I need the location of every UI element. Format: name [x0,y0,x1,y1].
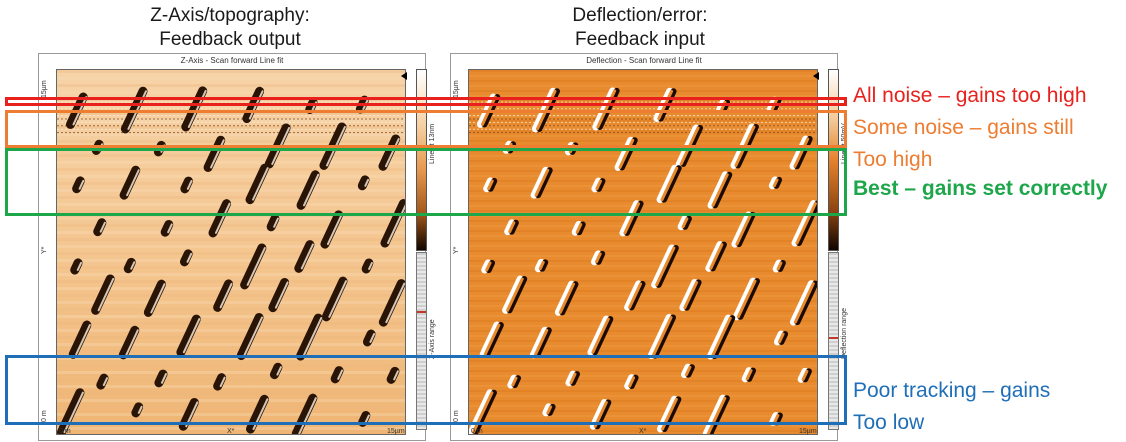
topography-x-left: 0 m [59,428,71,435]
topography-header-line2: Feedback output [159,29,301,50]
deflection-range-label: Deflection range [841,308,848,359]
label-poor-tracking-line1: Poor tracking – gains [853,379,1051,402]
topography-header: Z-Axis/topography: Feedback output [100,4,360,52]
topography-range-label: Z-Axis range [429,319,436,359]
scan-position-marker-icon[interactable] [401,72,407,80]
deflection-x-axis-label: X* [639,428,647,435]
deflection-background [469,70,817,434]
label-best-text: Best – gains set correctly [853,177,1108,200]
label-best: Best – gains set correctly [853,176,1107,202]
deflection-y-top: 15µm [453,80,460,98]
topography-panel-title: Z-Axis - Scan forward Line fit [180,56,284,65]
deflection-y-axis-label: Y* [453,246,460,254]
topography-x-right: 15µm [387,428,405,435]
label-some-noise-line2: Too high [853,148,933,171]
topography-panel: Z-Axis - Scan forward Line fit 15µm Y* 0… [38,53,436,441]
topography-background [57,70,405,434]
topography-image [56,69,406,435]
deflection-range-bar[interactable] [828,252,839,430]
deflection-header: Deflection/error: Feedback input [510,4,770,52]
band-all-noise [5,97,847,106]
band-some-noise [5,110,847,148]
band-poor-tracking [5,355,847,425]
topography-x-axis-label: X* [227,428,235,435]
topography-y-top: 15µm [41,80,48,98]
band-best [5,148,847,216]
deflection-x-right: 15µm [799,428,817,435]
deflection-header-line2: Feedback input [575,29,705,50]
label-all-noise: All noise – gains too high [853,83,1087,109]
topography-range-bar[interactable] [416,252,427,430]
deflection-x-left: 0 m [471,428,483,435]
scan-position-marker-icon[interactable] [813,72,819,80]
deflection-color-scale [828,69,839,251]
label-poor-tracking-line2: Too low [853,411,925,434]
label-all-noise-text: All noise – gains too high [853,84,1087,107]
topography-color-scale [416,69,427,251]
topography-y-axis-label: Y* [41,246,48,254]
deflection-panel-title: Deflection - Scan forward Line fit [586,56,702,65]
topography-header-line1: Z-Axis/topography: [150,5,310,26]
deflection-header-line1: Deflection/error: [572,5,708,26]
label-poor-tracking: Poor tracking – gains Too low [853,378,1050,436]
label-some-noise: Some noise – gains still Too high [853,115,1074,173]
label-some-noise-line1: Some noise – gains still [853,116,1074,139]
